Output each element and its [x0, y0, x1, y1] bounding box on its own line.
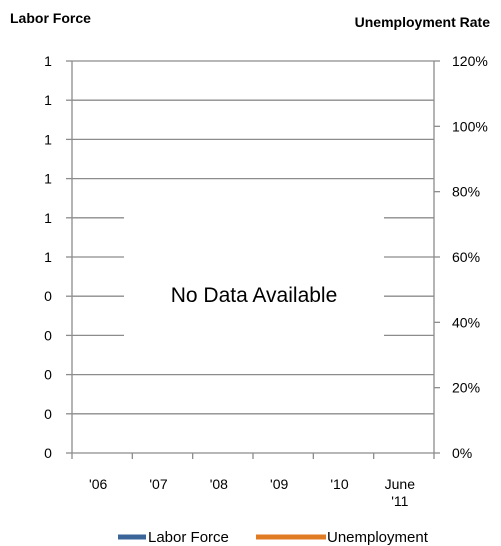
right-tick-label: 0% [452, 445, 472, 461]
x-tick-label: '06 [89, 476, 107, 492]
x-tick-label: '07 [149, 476, 167, 492]
x-tick-label: June '11 [385, 476, 416, 509]
right-tick-label: 80% [452, 184, 480, 200]
x-tick-label: '10 [330, 476, 348, 492]
right-tick-labels: 0% 20% 40% 60% 80% 100% 120% [452, 53, 488, 461]
left-tick-label: 1 [44, 210, 52, 226]
left-tick-label: 0 [44, 288, 52, 304]
left-axis-title: Labor Force [10, 10, 91, 26]
legend-label: Unemployment [327, 529, 429, 546]
right-axis-title: Unemployment Rate [355, 14, 491, 30]
legend-label: Labor Force [148, 529, 229, 546]
x-tick-label: '08 [210, 476, 228, 492]
x-tick-labels: '06 '07 '08 '09 '10 June '11 [89, 476, 415, 509]
axes [71, 60, 440, 459]
left-tick-label: 0 [44, 406, 52, 422]
right-tick-label: 20% [452, 380, 480, 396]
gridlines [66, 60, 434, 454]
right-tick-label: 40% [452, 314, 480, 330]
left-tick-labels: 0 0 0 0 0 1 1 1 1 1 1 [44, 53, 52, 461]
left-tick-label: 0 [44, 367, 52, 383]
right-tick-label: 120% [452, 53, 488, 69]
left-tick-label: 1 [44, 171, 52, 187]
no-data-message: No Data Available [171, 284, 338, 307]
left-tick-label: 0 [44, 327, 52, 343]
right-tick-label: 60% [452, 249, 480, 265]
left-tick-label: 1 [44, 131, 52, 147]
left-tick-label: 1 [44, 92, 52, 108]
legend: Labor Force Unemployment [118, 529, 429, 546]
left-tick-label: 1 [44, 249, 52, 265]
left-tick-label: 1 [44, 53, 52, 69]
left-tick-label: 0 [44, 445, 52, 461]
right-tick-label: 100% [452, 118, 488, 134]
x-tick-label: '09 [270, 476, 288, 492]
